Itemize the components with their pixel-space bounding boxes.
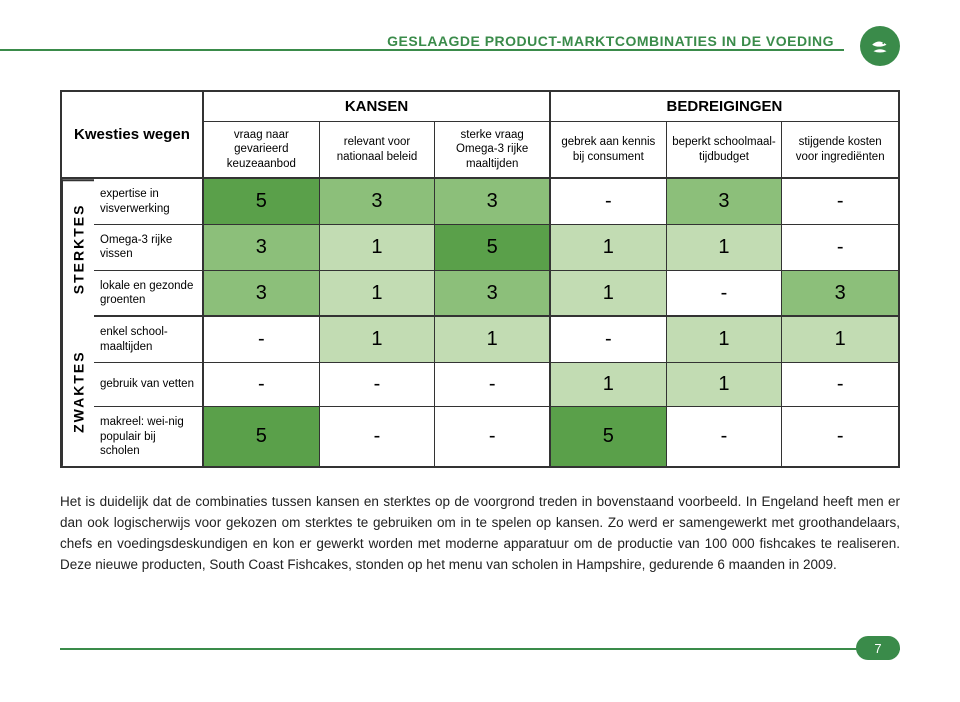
matrix-cell: - [551,317,667,363]
col-header: beperkt schoolmaal-tijdbudget [667,122,783,179]
matrix-cell: - [435,363,551,407]
col-header: gebrek aan kennis bij consument [551,122,667,179]
row-label: Omega-3 rijke vissen [94,225,204,271]
body-paragraph: Het is duidelijk dat de combinaties tuss… [60,492,900,576]
matrix-cell: - [320,363,436,407]
matrix-cell: 5 [204,407,320,466]
page-header: GESLAAGDE PRODUCT-MARKTCOMBINATIES IN DE… [0,30,960,70]
matrix-corner: Kwesties wegen [62,92,204,179]
col-header: vraag naar gevarieerd keuzeaanbod [204,122,320,179]
matrix-cell: 5 [204,179,320,225]
matrix-cell: - [204,317,320,363]
matrix-cell: - [782,407,898,466]
matrix-cell: 1 [667,317,783,363]
matrix-cell: - [551,179,667,225]
matrix-cell: 1 [551,225,667,271]
matrix-cell: - [435,407,551,466]
matrix-cell: 3 [667,179,783,225]
matrix-cell: 1 [782,317,898,363]
logo-badge [860,26,900,66]
col-header: sterke vraag Omega-3 rijke maaltijden [435,122,551,179]
matrix-cell: 3 [435,179,551,225]
matrix-cell: 3 [204,271,320,318]
fish-icon [867,33,893,59]
matrix-cell: 5 [435,225,551,271]
matrix-cell: 1 [551,363,667,407]
col-header: relevant voor nationaal beleid [320,122,436,179]
matrix-cell: - [667,407,783,466]
page-content: Kwesties wegen KANSEN BEDREIGINGEN vraag… [60,90,900,576]
matrix-cell: 1 [435,317,551,363]
header-rule: GESLAAGDE PRODUCT-MARKTCOMBINATIES IN DE… [0,49,844,51]
swot-matrix: Kwesties wegen KANSEN BEDREIGINGEN vraag… [60,90,900,468]
matrix-cell: 3 [435,271,551,318]
matrix-cell: 1 [667,225,783,271]
row-label: expertise in visverwerking [94,179,204,225]
page-number: 7 [856,636,900,660]
col-header: stijgende kosten voor ingrediënten [782,122,898,179]
matrix-cell: 1 [320,271,436,318]
matrix-cell: 1 [320,225,436,271]
footer-rule [60,648,900,650]
row-label: enkel school-maaltijden [94,317,204,363]
matrix-cell: 1 [667,363,783,407]
side-label-sterktes: STERKTES [62,179,94,317]
group-header-kansen: KANSEN [204,92,551,122]
row-label: lokale en gezonde groenten [94,271,204,318]
matrix-cell: - [320,407,436,466]
row-label: makreel: wei-nig populair bij scholen [94,407,204,466]
matrix-cell: 3 [782,271,898,318]
group-header-bedreigingen: BEDREIGINGEN [551,92,898,122]
matrix-cell: - [667,271,783,318]
matrix-cell: 3 [320,179,436,225]
page-footer: 7 [0,648,960,676]
matrix-cell: 5 [551,407,667,466]
matrix-cell: 3 [204,225,320,271]
row-label: gebruik van vetten [94,363,204,407]
matrix-cell: 1 [320,317,436,363]
matrix-cell: - [782,225,898,271]
header-title: GESLAAGDE PRODUCT-MARKTCOMBINATIES IN DE… [377,33,844,49]
matrix-cell: - [782,179,898,225]
matrix-cell: 1 [551,271,667,318]
side-label-zwaktes: ZWAKTES [62,317,94,466]
matrix-cell: - [782,363,898,407]
matrix-cell: - [204,363,320,407]
